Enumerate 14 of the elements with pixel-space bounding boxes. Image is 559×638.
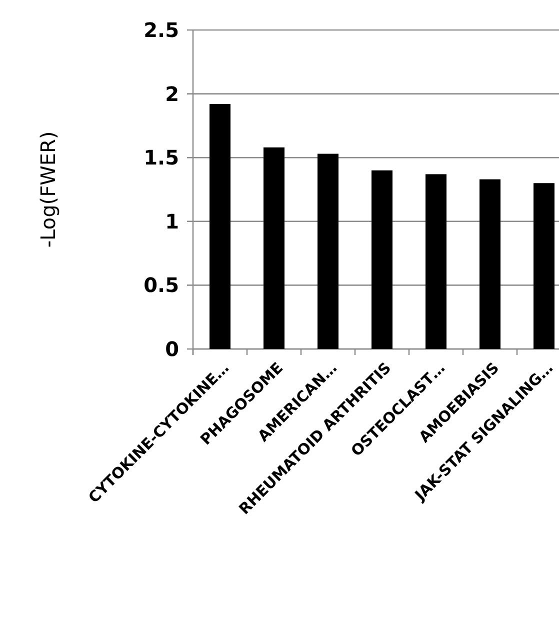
y-tick-label: 1 xyxy=(165,209,179,234)
y-axis-title: -Log(FWER) xyxy=(36,131,60,248)
bar xyxy=(480,179,500,349)
y-tick-label: 1.5 xyxy=(144,146,179,170)
y-tick-label: 2 xyxy=(165,82,179,106)
y-tick-label: 2.5 xyxy=(144,18,179,42)
y-tick-label: 0.5 xyxy=(144,273,179,298)
bar xyxy=(426,174,446,349)
bar xyxy=(264,147,284,349)
y-tick-label: 0 xyxy=(165,337,179,361)
bar xyxy=(318,154,338,349)
bar xyxy=(372,170,392,349)
bar xyxy=(210,104,230,349)
bar xyxy=(534,183,554,349)
